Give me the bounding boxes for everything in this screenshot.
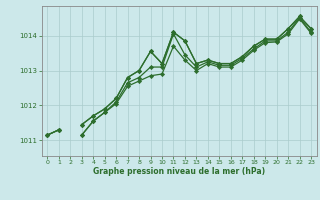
X-axis label: Graphe pression niveau de la mer (hPa): Graphe pression niveau de la mer (hPa) xyxy=(93,167,265,176)
